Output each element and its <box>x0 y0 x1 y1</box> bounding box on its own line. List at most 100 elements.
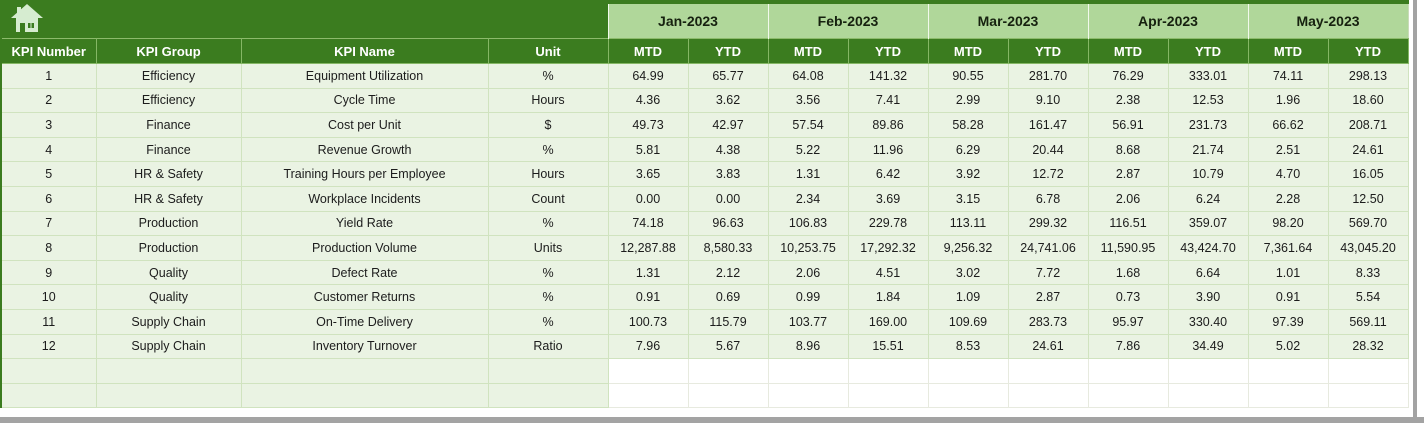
value-cell[interactable]: 113.11 <box>927 210 1009 237</box>
value-cell[interactable]: 569.70 <box>1327 210 1409 237</box>
value-cell[interactable]: 56.91 <box>1087 112 1169 138</box>
value-cell[interactable]: 6.64 <box>1167 259 1249 286</box>
value-cell[interactable]: 298.13 <box>1327 63 1409 89</box>
value-cell[interactable]: 3.69 <box>847 185 929 212</box>
value-cell[interactable]: 1.01 <box>1247 259 1329 286</box>
value-cell[interactable]: 15.51 <box>847 333 929 360</box>
value-cell[interactable]: 98.20 <box>1247 210 1329 237</box>
value-cell[interactable]: 89.86 <box>847 112 929 138</box>
month-header[interactable]: Mar-2023 <box>927 2 1088 39</box>
kpi-group-cell[interactable]: Supply Chain <box>95 308 242 335</box>
value-cell[interactable]: 0.00 <box>607 185 689 212</box>
column-header[interactable]: Unit <box>487 38 609 64</box>
kpi-number-cell[interactable]: 10 <box>0 284 97 310</box>
subcolumn-header[interactable]: MTD <box>607 38 689 64</box>
value-cell[interactable]: 3.62 <box>687 87 769 114</box>
value-cell[interactable]: 229.78 <box>847 210 929 237</box>
value-cell[interactable]: 3.90 <box>1167 284 1249 310</box>
month-header[interactable]: May-2023 <box>1247 2 1408 39</box>
value-cell[interactable]: 3.83 <box>687 161 769 187</box>
value-cell[interactable]: 4.51 <box>847 259 929 286</box>
kpi-number-cell[interactable]: 1 <box>0 63 97 89</box>
empty-cell[interactable] <box>0 358 97 384</box>
value-cell[interactable]: 7.86 <box>1087 333 1169 360</box>
value-cell[interactable]: 3.02 <box>927 259 1009 286</box>
kpi-group-cell[interactable]: Production <box>95 235 242 261</box>
kpi-name-cell[interactable]: Revenue Growth <box>240 136 489 163</box>
value-cell[interactable]: 43,045.20 <box>1327 235 1409 261</box>
subcolumn-header[interactable]: YTD <box>1327 38 1409 64</box>
kpi-group-cell[interactable]: Quality <box>95 284 242 310</box>
value-cell[interactable]: 103.77 <box>767 308 849 335</box>
empty-cell[interactable] <box>1247 358 1329 384</box>
kpi-number-cell[interactable]: 7 <box>0 210 97 237</box>
empty-cell[interactable] <box>0 382 97 409</box>
kpi-name-cell[interactable]: Yield Rate <box>240 210 489 237</box>
value-cell[interactable]: 49.73 <box>607 112 689 138</box>
value-cell[interactable]: 64.08 <box>767 63 849 89</box>
value-cell[interactable]: 2.06 <box>1087 185 1169 212</box>
value-cell[interactable]: 17,292.32 <box>847 235 929 261</box>
empty-cell[interactable] <box>95 358 242 384</box>
kpi-name-cell[interactable]: On-Time Delivery <box>240 308 489 335</box>
value-cell[interactable]: 2.87 <box>1007 284 1089 310</box>
value-cell[interactable]: 2.28 <box>1247 185 1329 212</box>
value-cell[interactable]: 90.55 <box>927 63 1009 89</box>
unit-cell[interactable]: Count <box>487 185 609 212</box>
value-cell[interactable]: 208.71 <box>1327 112 1409 138</box>
value-cell[interactable]: 5.54 <box>1327 284 1409 310</box>
value-cell[interactable]: 97.39 <box>1247 308 1329 335</box>
value-cell[interactable]: 43,424.70 <box>1167 235 1249 261</box>
value-cell[interactable]: 2.38 <box>1087 87 1169 114</box>
empty-cell[interactable] <box>847 382 929 409</box>
value-cell[interactable]: 100.73 <box>607 308 689 335</box>
value-cell[interactable]: 76.29 <box>1087 63 1169 89</box>
value-cell[interactable]: 299.32 <box>1007 210 1089 237</box>
value-cell[interactable]: 330.40 <box>1167 308 1249 335</box>
value-cell[interactable]: 5.02 <box>1247 333 1329 360</box>
value-cell[interactable]: 5.67 <box>687 333 769 360</box>
unit-cell[interactable]: % <box>487 63 609 89</box>
value-cell[interactable]: 10,253.75 <box>767 235 849 261</box>
value-cell[interactable]: 9.10 <box>1007 87 1089 114</box>
value-cell[interactable]: 7,361.64 <box>1247 235 1329 261</box>
value-cell[interactable]: 0.91 <box>607 284 689 310</box>
value-cell[interactable]: 8,580.33 <box>687 235 769 261</box>
value-cell[interactable]: 1.96 <box>1247 87 1329 114</box>
unit-cell[interactable]: % <box>487 136 609 163</box>
value-cell[interactable]: 7.96 <box>607 333 689 360</box>
kpi-number-cell[interactable]: 5 <box>0 161 97 187</box>
value-cell[interactable]: 66.62 <box>1247 112 1329 138</box>
kpi-group-cell[interactable]: Finance <box>95 136 242 163</box>
month-header[interactable]: Apr-2023 <box>1087 2 1248 39</box>
kpi-name-cell[interactable]: Customer Returns <box>240 284 489 310</box>
empty-cell[interactable] <box>767 382 849 409</box>
kpi-number-cell[interactable]: 9 <box>0 259 97 286</box>
value-cell[interactable]: 10.79 <box>1167 161 1249 187</box>
kpi-group-cell[interactable]: HR & Safety <box>95 185 242 212</box>
empty-cell[interactable] <box>607 358 689 384</box>
unit-cell[interactable]: % <box>487 259 609 286</box>
value-cell[interactable]: 1.31 <box>767 161 849 187</box>
value-cell[interactable]: 2.87 <box>1087 161 1169 187</box>
value-cell[interactable]: 8.53 <box>927 333 1009 360</box>
value-cell[interactable]: 3.15 <box>927 185 1009 212</box>
value-cell[interactable]: 1.84 <box>847 284 929 310</box>
kpi-group-cell[interactable]: Efficiency <box>95 63 242 89</box>
value-cell[interactable]: 109.69 <box>927 308 1009 335</box>
value-cell[interactable]: 9,256.32 <box>927 235 1009 261</box>
value-cell[interactable]: 4.36 <box>607 87 689 114</box>
value-cell[interactable]: 12,287.88 <box>607 235 689 261</box>
empty-cell[interactable] <box>927 358 1009 384</box>
value-cell[interactable]: 74.11 <box>1247 63 1329 89</box>
empty-cell[interactable] <box>607 382 689 409</box>
value-cell[interactable]: 12.72 <box>1007 161 1089 187</box>
empty-cell[interactable] <box>487 358 609 384</box>
value-cell[interactable]: 11.96 <box>847 136 929 163</box>
value-cell[interactable]: 569.11 <box>1327 308 1409 335</box>
value-cell[interactable]: 169.00 <box>847 308 929 335</box>
value-cell[interactable]: 24,741.06 <box>1007 235 1089 261</box>
value-cell[interactable]: 2.51 <box>1247 136 1329 163</box>
kpi-group-cell[interactable]: Finance <box>95 112 242 138</box>
subcolumn-header[interactable]: YTD <box>687 38 769 64</box>
